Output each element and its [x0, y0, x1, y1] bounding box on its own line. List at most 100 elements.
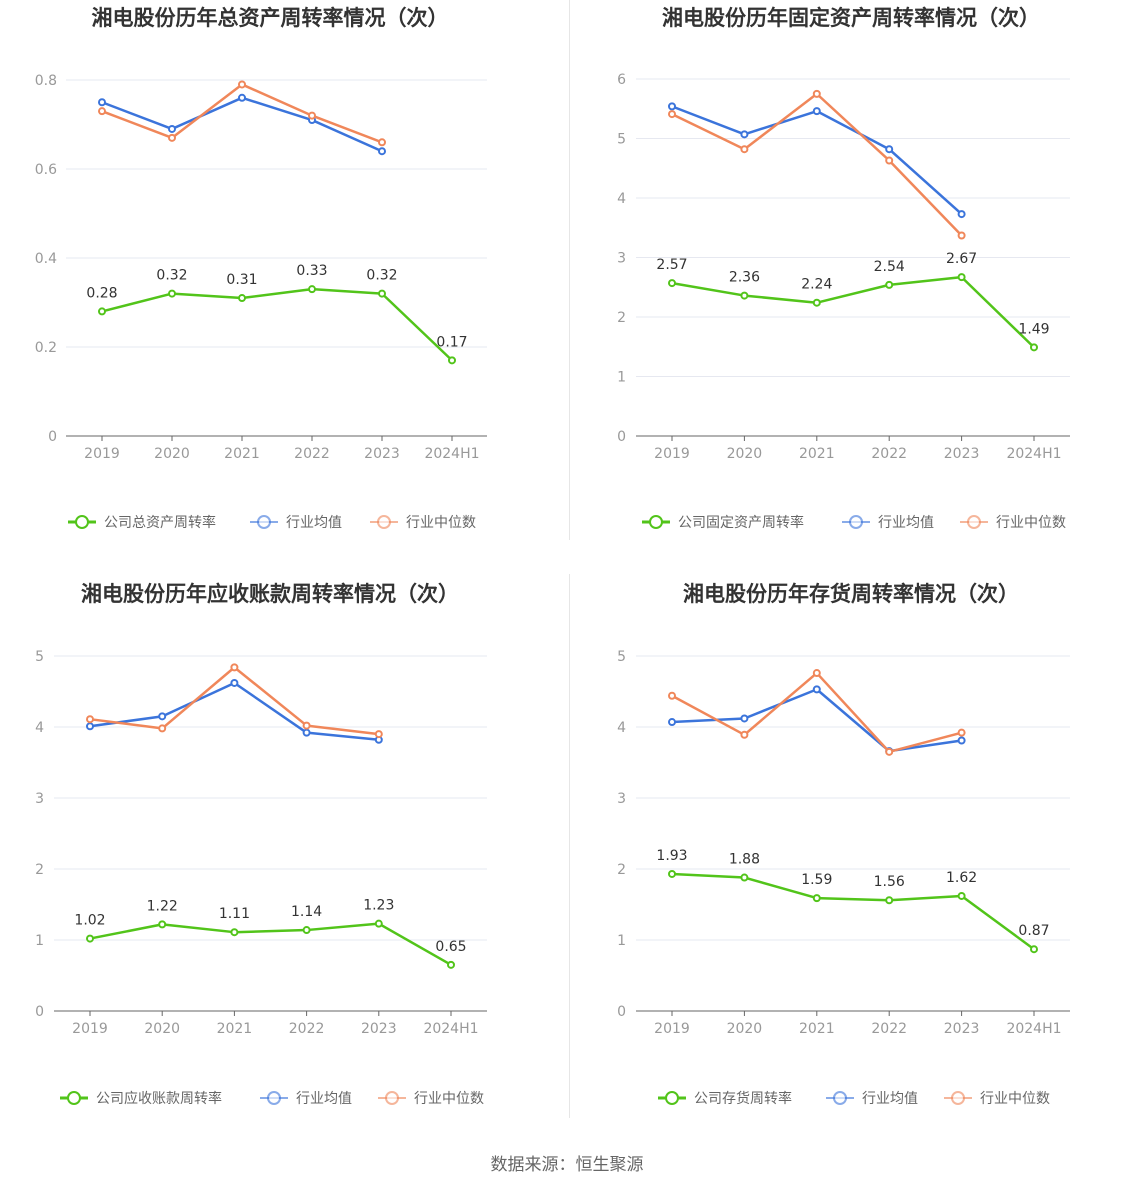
- x-tick-label: 2024H1: [1006, 446, 1061, 462]
- data-point-median: [238, 80, 246, 89]
- y-tick-label: 0: [617, 429, 626, 445]
- data-point-company: [957, 273, 966, 282]
- legend-marker: [75, 515, 89, 529]
- x-tick-label: 2019: [84, 446, 120, 462]
- legend-item-average: 行业均值: [250, 515, 342, 531]
- x-tick-label: 2024H1: [424, 446, 479, 462]
- data-point-median: [158, 724, 167, 733]
- data-source: 数据来源：恒生聚源: [490, 1155, 644, 1175]
- data-point-average: [668, 718, 676, 727]
- data-label: 2.67: [946, 251, 977, 267]
- data-point-average: [812, 107, 821, 116]
- data-label: 1.93: [656, 848, 687, 864]
- series-line-company: [671, 872, 1035, 951]
- legend-item-company: 公司固定资产周转率: [642, 514, 804, 531]
- x-tick-label: 2023: [944, 446, 980, 462]
- series-line-company: [101, 287, 453, 362]
- data-point-median: [302, 721, 311, 730]
- chart-title: 湘电股份历年应收账款周转率情况（次）: [81, 582, 459, 606]
- data-point-company: [378, 289, 386, 298]
- legend-label: 行业均值: [878, 515, 934, 531]
- data-point-company: [302, 926, 311, 935]
- data-point-company: [308, 285, 316, 294]
- data-label: 0.65: [435, 939, 466, 955]
- y-tick-label: 1: [617, 933, 626, 949]
- legend-marker: [385, 1091, 399, 1105]
- data-point-average: [168, 124, 176, 133]
- data-label: 0.28: [86, 285, 117, 301]
- data-point-average: [812, 685, 821, 694]
- legend-label: 公司固定资产周转率: [678, 514, 804, 531]
- legend-marker: [849, 515, 863, 529]
- x-tick-label: 2021: [799, 446, 835, 462]
- data-point-company: [98, 307, 106, 316]
- vertical-divider-top: [569, 0, 570, 540]
- legend-item-company: 公司存货周转率: [658, 1090, 792, 1107]
- data-point-average: [740, 714, 749, 723]
- x-tick-label: 2022: [294, 446, 330, 462]
- data-point-company: [374, 919, 383, 928]
- y-tick-label: 2: [617, 310, 626, 326]
- legend-marker: [377, 515, 391, 529]
- data-point-median: [740, 730, 749, 739]
- y-tick-label: 0.2: [35, 340, 57, 356]
- data-point-average: [740, 130, 749, 139]
- data-label: 2.24: [801, 277, 832, 293]
- data-point-median: [374, 730, 383, 739]
- data-label: 0.31: [226, 272, 257, 288]
- x-tick-label: 2021: [217, 1021, 253, 1037]
- legend-item-median: 行业中位数: [960, 515, 1066, 531]
- data-point-company: [885, 896, 894, 905]
- y-tick-label: 3: [35, 791, 44, 807]
- data-label: 0.87: [1018, 923, 1049, 939]
- x-tick-label: 2021: [799, 1021, 835, 1037]
- data-point-median: [957, 231, 966, 240]
- x-tick-label: 2021: [224, 446, 260, 462]
- data-point-average: [230, 678, 239, 687]
- data-label: 0.32: [156, 268, 187, 284]
- data-label: 0.17: [436, 334, 467, 350]
- data-label: 2.57: [656, 257, 687, 273]
- y-tick-label: 5: [35, 649, 44, 665]
- data-label: 1.22: [147, 898, 178, 914]
- legend-marker: [257, 515, 271, 529]
- x-tick-label: 2019: [654, 1021, 690, 1037]
- data-label: 1.11: [219, 906, 250, 922]
- x-tick-label: 2024H1: [1006, 1021, 1061, 1037]
- x-tick-label: 2022: [871, 446, 907, 462]
- legend-item-company: 公司总资产周转率: [68, 514, 216, 531]
- data-label: 2.54: [874, 259, 905, 275]
- legend-item-median: 行业中位数: [370, 515, 476, 531]
- data-point-company: [158, 920, 167, 929]
- data-point-average: [98, 98, 106, 107]
- data-point-company: [238, 294, 246, 303]
- y-tick-label: 2: [617, 862, 626, 878]
- data-label: 1.23: [363, 898, 394, 914]
- data-label: 1.59: [801, 872, 832, 888]
- legend-item-average: 行业均值: [260, 1091, 352, 1107]
- y-tick-label: 0: [48, 429, 57, 445]
- y-tick-label: 4: [617, 191, 626, 207]
- y-tick-label: 4: [617, 720, 626, 736]
- y-tick-label: 3: [617, 251, 626, 267]
- data-point-median: [740, 145, 749, 154]
- series-line-average: [89, 681, 379, 742]
- data-point-company: [812, 894, 821, 903]
- data-point-median: [812, 669, 821, 678]
- legend-marker: [967, 515, 981, 529]
- y-tick-label: 2: [35, 862, 44, 878]
- chart-title: 湘电股份历年存货周转率情况（次）: [683, 582, 1019, 606]
- legend-marker: [267, 1091, 281, 1105]
- x-tick-label: 2019: [654, 446, 690, 462]
- data-point-company: [230, 928, 239, 937]
- x-tick-label: 2020: [154, 446, 190, 462]
- legend-marker: [665, 1091, 679, 1105]
- x-tick-label: 2020: [727, 446, 763, 462]
- legend-label: 行业中位数: [414, 1091, 484, 1107]
- data-label: 1.14: [291, 904, 322, 920]
- series-line-company: [671, 275, 1035, 349]
- series-line-median: [671, 671, 962, 754]
- data-label: 2.36: [729, 270, 760, 286]
- x-tick-label: 2022: [289, 1021, 325, 1037]
